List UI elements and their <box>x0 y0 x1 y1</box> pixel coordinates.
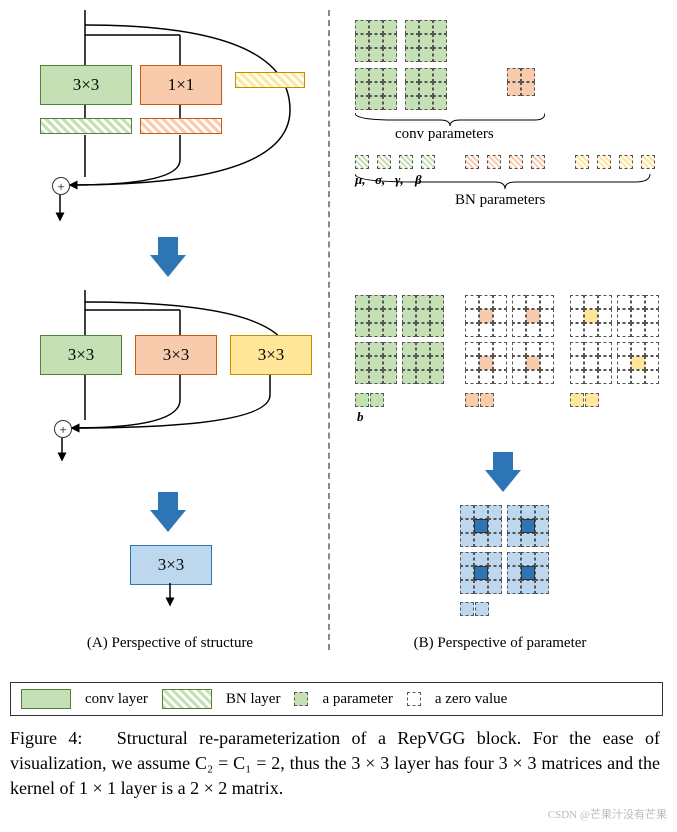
legend-conv-swatch <box>21 689 71 709</box>
conv1x1-block-top: 1×1 <box>140 65 222 105</box>
bn-params-label: BN parameters <box>455 192 545 209</box>
param-grid <box>355 20 397 62</box>
bias-label: b <box>357 409 364 425</box>
param-grid <box>617 295 659 337</box>
block-label: 3×3 <box>68 345 95 365</box>
bias-cell <box>480 393 494 407</box>
connector-lines-mid <box>10 290 330 490</box>
conv3x3-block-mid1: 3×3 <box>40 335 122 375</box>
panel-a-title: (A) Perspective of structure <box>60 635 280 652</box>
bias-cell <box>465 393 479 407</box>
block-label: 3×3 <box>258 345 285 365</box>
block-label: 3×3 <box>73 75 100 95</box>
param-grid <box>460 505 502 547</box>
bias-cell <box>570 393 584 407</box>
block-label: 3×3 <box>158 555 185 575</box>
param-grid <box>465 295 507 337</box>
add-node-mid: + <box>54 420 72 438</box>
bn-yellow-cells <box>575 155 643 174</box>
conv3x3-block-final: 3×3 <box>130 545 212 585</box>
param-grid <box>355 68 397 110</box>
conv3x3-block-top: 3×3 <box>40 65 132 105</box>
figure-caption: Figure 4: Structural re-parameterization… <box>10 726 660 802</box>
param-grid <box>617 342 659 384</box>
watermark: CSDN @芒果汁没有芒果 <box>10 806 667 822</box>
gamma-label: γ, <box>395 172 404 188</box>
conv3x3-block-mid2: 3×3 <box>135 335 217 375</box>
param-grid <box>355 295 397 337</box>
diagram-area: 3×3 1×1 + 3×3 <box>10 10 667 680</box>
param-grid <box>355 342 397 384</box>
arrow-down-3 <box>485 470 521 492</box>
sigma-label: σ, <box>375 172 385 188</box>
bias-cell <box>355 393 369 407</box>
legend-bn-label: BN layer <box>226 691 281 708</box>
bn-yellow-top <box>235 72 305 88</box>
param-grid <box>570 295 612 337</box>
bn-orange-cells <box>465 155 533 174</box>
bias-cell <box>460 602 474 616</box>
legend-row: conv layer BN layer a parameter a zero v… <box>10 682 663 716</box>
beta-label: β <box>415 172 422 188</box>
panel-b-title: (B) Perspective of parameter <box>380 635 620 652</box>
param-grid <box>507 552 549 594</box>
param-grid <box>402 295 444 337</box>
bias-cell <box>475 602 489 616</box>
mu-label: μ, <box>355 172 365 188</box>
connector-final-out <box>130 583 210 613</box>
bn-green-top <box>40 118 132 134</box>
param-grid <box>512 342 554 384</box>
arrow-down-2 <box>150 510 186 532</box>
param-grid-1x1 <box>507 68 535 96</box>
caption-prefix: Figure 4: <box>10 728 82 748</box>
param-grid <box>507 505 549 547</box>
legend-param-label: a parameter <box>322 691 392 708</box>
legend-zero-label: a zero value <box>435 691 507 708</box>
block-label: 1×1 <box>168 75 195 95</box>
vertical-divider <box>328 10 330 650</box>
param-grid <box>405 20 447 62</box>
conv-params-label: conv parameters <box>395 126 494 143</box>
param-grid <box>512 295 554 337</box>
figure-container: 3×3 1×1 + 3×3 <box>10 10 667 822</box>
legend-bn-swatch <box>162 689 212 709</box>
param-grid <box>405 68 447 110</box>
block-label: 3×3 <box>163 345 190 365</box>
legend-param-swatch <box>294 692 308 706</box>
param-grid <box>465 342 507 384</box>
param-grid <box>460 552 502 594</box>
bias-cell <box>585 393 599 407</box>
bn-orange-top <box>140 118 222 134</box>
param-grid <box>570 342 612 384</box>
conv3x3-block-mid3: 3×3 <box>230 335 312 375</box>
arrow-down-1 <box>150 255 186 277</box>
caption-text: Structural re-parameterization of a RepV… <box>10 728 660 798</box>
legend-conv-label: conv layer <box>85 691 148 708</box>
param-grid <box>402 342 444 384</box>
bias-cell <box>370 393 384 407</box>
legend-zero-swatch <box>407 692 421 706</box>
add-node-top: + <box>52 177 70 195</box>
